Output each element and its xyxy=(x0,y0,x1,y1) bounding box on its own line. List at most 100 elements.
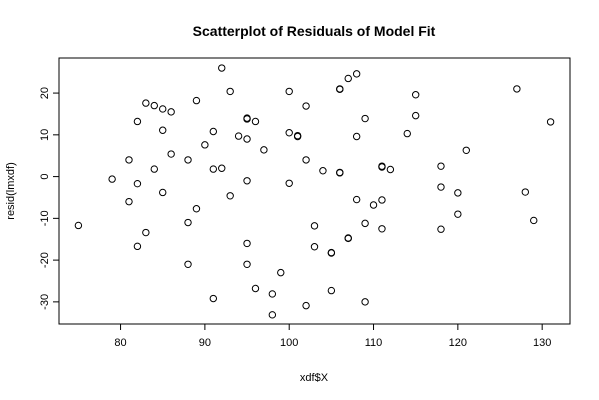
data-point xyxy=(251,117,260,126)
data-point xyxy=(336,169,344,177)
data-point xyxy=(142,228,150,237)
y-tick-label: -30 xyxy=(39,294,51,310)
data-point xyxy=(133,242,142,251)
data-point xyxy=(310,222,319,230)
data-point xyxy=(125,156,133,164)
data-point xyxy=(209,127,218,136)
data-point xyxy=(108,175,116,183)
data-point xyxy=(344,74,352,83)
data-point xyxy=(352,132,361,141)
y-axis-label: resid(lmxdf) xyxy=(5,162,17,219)
data-point xyxy=(319,167,327,175)
chart-title: Scatterplot of Residuals of Model Fit xyxy=(193,23,436,39)
x-tick-label: 130 xyxy=(533,337,551,349)
data-point xyxy=(285,179,293,187)
data-point xyxy=(352,195,361,204)
data-point xyxy=(285,129,293,137)
x-axis: 80 90 100 110 120 130 xyxy=(114,323,551,349)
data-point xyxy=(150,101,158,110)
x-tick-label: 80 xyxy=(114,337,126,349)
data-point xyxy=(184,156,192,164)
data-point xyxy=(411,111,420,120)
data-point xyxy=(184,218,192,227)
y-tick-label: 0 xyxy=(39,174,51,180)
data-point xyxy=(159,188,167,197)
data-point xyxy=(218,64,226,72)
y-tick-label: -10 xyxy=(39,210,51,226)
data-point xyxy=(133,179,142,188)
y-tick-label: 20 xyxy=(39,87,51,99)
data-point xyxy=(386,165,395,174)
x-tick-label: 90 xyxy=(199,337,211,349)
data-point xyxy=(437,225,445,233)
data-point xyxy=(268,311,277,319)
data-point xyxy=(277,268,285,277)
data-point xyxy=(361,114,369,123)
data-point xyxy=(546,118,555,126)
data-point xyxy=(226,87,234,96)
data-point xyxy=(268,290,277,298)
data-point xyxy=(285,87,293,96)
data-point xyxy=(437,162,445,170)
data-point xyxy=(344,234,352,243)
x-axis-label: xdf$X xyxy=(300,372,329,384)
data-point xyxy=(302,301,310,310)
y-tick-label: 10 xyxy=(39,129,51,141)
data-point xyxy=(302,102,310,110)
data-point xyxy=(192,96,201,105)
data-point xyxy=(352,70,361,78)
data-point xyxy=(184,260,192,268)
data-point xyxy=(336,85,344,94)
data-point xyxy=(167,150,175,158)
data-point xyxy=(378,225,386,233)
data-point xyxy=(378,163,386,171)
x-tick-label: 120 xyxy=(449,337,467,349)
data-point xyxy=(243,177,251,185)
data-point xyxy=(142,99,150,107)
data-points xyxy=(74,64,555,319)
data-point xyxy=(293,132,302,141)
y-axis: -30 -20 -10 0 10 20 xyxy=(39,87,60,310)
data-point xyxy=(462,146,470,154)
data-point xyxy=(159,126,167,134)
data-point xyxy=(513,85,521,93)
data-point xyxy=(159,105,167,113)
data-point xyxy=(234,132,243,140)
y-tick-label: -20 xyxy=(39,252,51,268)
data-point xyxy=(218,164,226,172)
data-point xyxy=(454,210,462,218)
data-point xyxy=(243,115,251,123)
data-point xyxy=(167,108,175,116)
data-point xyxy=(243,135,251,143)
data-point xyxy=(150,165,158,173)
x-tick-label: 110 xyxy=(365,337,383,349)
data-point xyxy=(411,91,420,99)
data-point xyxy=(454,189,462,197)
data-point xyxy=(369,201,378,209)
data-point xyxy=(243,260,251,268)
data-point xyxy=(310,243,319,251)
data-point xyxy=(378,196,386,204)
data-point xyxy=(327,249,336,257)
data-point xyxy=(192,205,201,213)
data-point xyxy=(251,284,260,293)
data-point xyxy=(243,239,251,248)
data-point xyxy=(521,188,530,196)
data-point xyxy=(530,216,538,225)
data-point xyxy=(361,219,369,228)
data-point xyxy=(226,192,234,200)
plot-frame xyxy=(58,57,571,325)
x-tick-label: 100 xyxy=(280,337,298,349)
data-point xyxy=(133,117,142,126)
data-point xyxy=(74,221,83,230)
data-point xyxy=(327,286,336,295)
data-point xyxy=(403,129,411,138)
data-point xyxy=(125,197,133,206)
data-point xyxy=(201,141,209,149)
data-point xyxy=(209,165,218,173)
data-point xyxy=(437,183,445,191)
data-point xyxy=(260,146,268,154)
data-point xyxy=(361,298,369,306)
data-point xyxy=(302,156,310,164)
